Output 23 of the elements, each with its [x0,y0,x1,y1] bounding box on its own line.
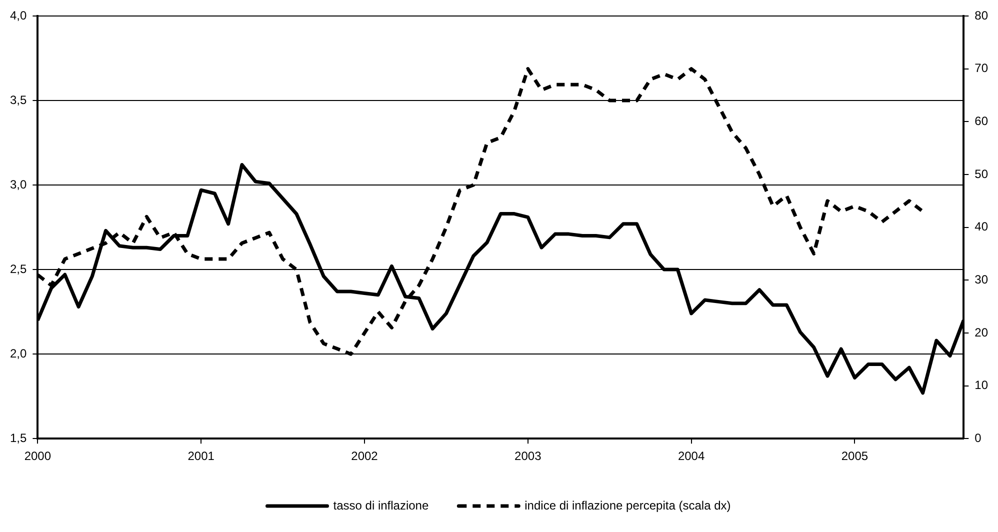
y2-tick-label: 70 [974,61,988,76]
y2-tick-label: 20 [974,325,988,340]
legend-label: tasso di inflazione [333,498,429,512]
y2-tick-label: 0 [974,430,982,445]
x-tick-label: 2001 [188,449,215,464]
x-tick-label: 2004 [678,449,705,464]
x-tick-label: 2002 [351,449,378,464]
y-tick-label: 2,5 [10,262,27,276]
y2-tick-label: 40 [974,220,988,234]
x-tick-label: 2005 [841,449,868,464]
y-tick-label: 3,5 [10,92,27,107]
y2-tick-label: 30 [974,272,988,286]
y2-tick-label: 50 [974,166,988,181]
legend-label: indice di inflazione percepita (scala dx) [524,498,731,512]
y-tick-label: 3,0 [10,177,27,192]
y-tick-label: 2,0 [10,346,27,360]
x-tick-label: 2000 [24,449,52,464]
y-tick-label: 4,0 [10,8,27,22]
x-tick-label: 2003 [514,449,542,464]
y-tick-label: 1,5 [10,430,27,445]
y2-tick-label: 80 [974,8,988,22]
y2-tick-label: 60 [974,114,988,128]
y2-tick-label: 10 [974,378,988,392]
